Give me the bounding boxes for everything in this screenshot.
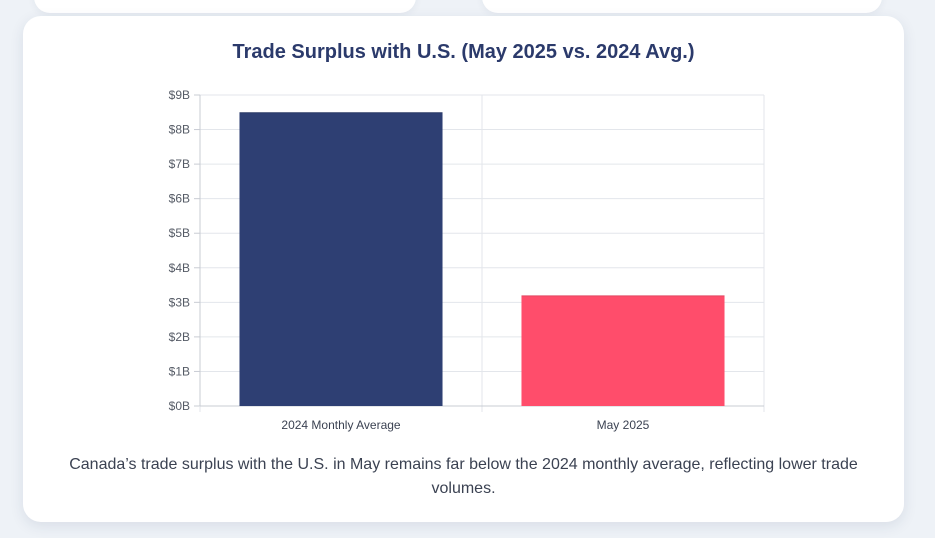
y-tick-label: $7B — [169, 157, 190, 171]
y-tick-label: $6B — [169, 192, 190, 206]
top-card-right — [482, 0, 882, 13]
bar-may-2025 — [521, 295, 725, 406]
y-tick-label: $0B — [169, 399, 190, 413]
x-tick-label: May 2025 — [597, 418, 650, 432]
x-tick-label: 2024 Monthly Average — [281, 418, 401, 432]
y-tick-label: $4B — [169, 261, 190, 275]
bar-2024-monthly-average — [239, 112, 443, 407]
top-card-left — [34, 0, 416, 13]
y-tick-label: $9B — [169, 88, 190, 102]
chart-title: Trade Surplus with U.S. (May 2025 vs. 20… — [232, 41, 695, 63]
y-tick-label: $2B — [169, 330, 190, 344]
y-tick-label: $5B — [169, 226, 190, 240]
y-tick-label: $1B — [169, 364, 190, 378]
y-tick-label: $8B — [169, 123, 190, 137]
chart-card: Trade Surplus with U.S. (May 2025 vs. 20… — [23, 16, 904, 522]
bar-chart: $0B $1B $2B $3B $4B $5B $6B $7B $8B $9B 2024 Month… — [169, 88, 765, 432]
y-tick-label: $3B — [169, 295, 190, 309]
chart-caption: Canada’s trade surplus with the U.S. in … — [69, 456, 858, 497]
